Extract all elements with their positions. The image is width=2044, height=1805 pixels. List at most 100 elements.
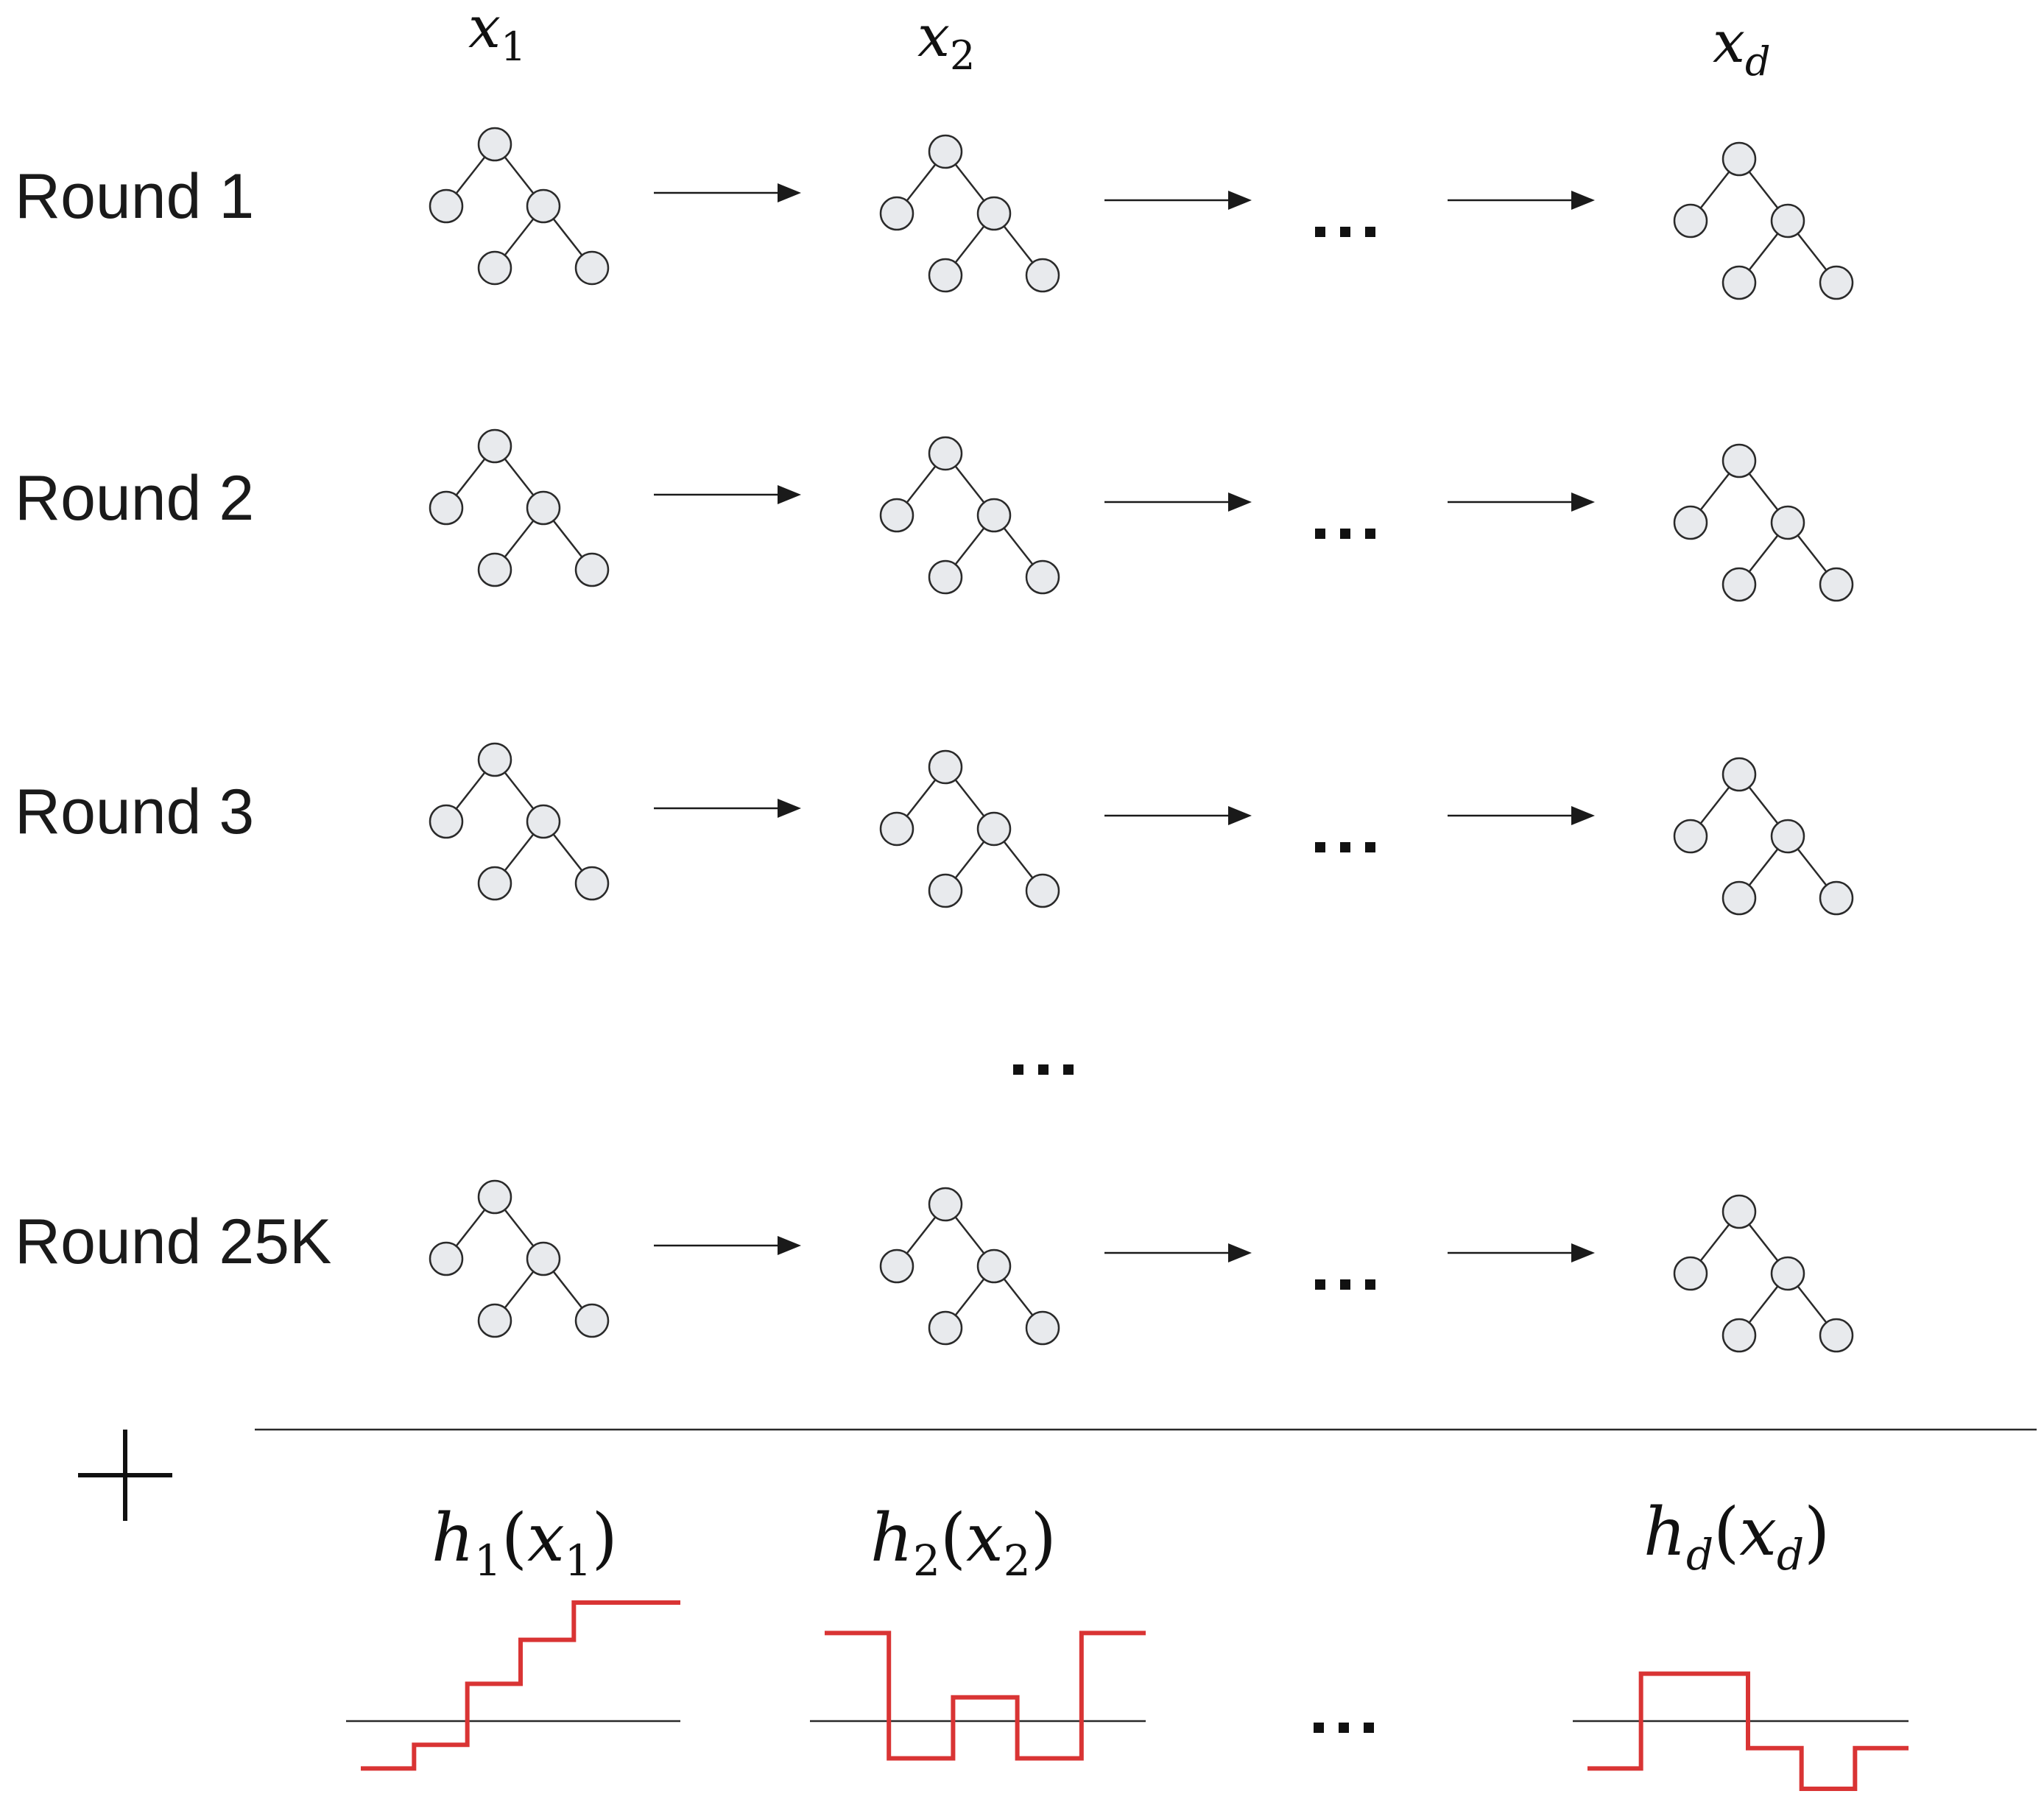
tree-node bbox=[477, 1303, 512, 1338]
arrow bbox=[1448, 492, 1595, 512]
tree-node bbox=[477, 866, 512, 901]
tree-node bbox=[928, 559, 963, 595]
shape-function-plots bbox=[346, 1600, 1909, 1791]
ellipsis bbox=[1315, 842, 1375, 852]
tree-node bbox=[1721, 880, 1757, 916]
tree-node bbox=[1770, 1256, 1805, 1291]
round-label-1: Round 1 bbox=[15, 161, 254, 232]
column-header-x1: x1 bbox=[468, 0, 526, 70]
tree-node bbox=[928, 749, 963, 785]
round-row-3 bbox=[429, 742, 1854, 916]
arrow bbox=[1448, 1243, 1595, 1262]
tree-node bbox=[1770, 819, 1805, 854]
tree-node bbox=[976, 196, 1012, 231]
tree-2-3 bbox=[1673, 443, 1854, 602]
shape-function-label-1: h1(x1) bbox=[431, 1500, 618, 1586]
shape-function-plot-3 bbox=[1573, 1671, 1909, 1791]
tree-node bbox=[928, 436, 963, 471]
tree-node bbox=[1025, 258, 1060, 293]
tree-node bbox=[879, 811, 914, 847]
column-header-x2: x2 bbox=[917, 4, 975, 79]
arrow bbox=[654, 1236, 801, 1255]
round-label-25k: Round 25K bbox=[15, 1207, 331, 1277]
ellipsis bbox=[1315, 529, 1375, 539]
tree-node bbox=[574, 250, 610, 286]
shape-function-step-line bbox=[1587, 1671, 1909, 1791]
tree-node bbox=[574, 1303, 610, 1338]
tree-2-2 bbox=[879, 436, 1060, 595]
tree-node bbox=[429, 188, 464, 224]
tree-node bbox=[1819, 1318, 1854, 1353]
tree-node bbox=[429, 490, 464, 526]
tree-4-1 bbox=[429, 1179, 610, 1338]
tree-node bbox=[1025, 1310, 1060, 1346]
tree-node bbox=[1673, 1256, 1708, 1291]
tree-grid bbox=[429, 127, 1854, 1353]
shape-function-plot-2 bbox=[810, 1631, 1146, 1761]
tree-node bbox=[1721, 1318, 1757, 1353]
tree-node bbox=[928, 258, 963, 293]
tree-node bbox=[976, 811, 1012, 847]
tree-node bbox=[928, 134, 963, 169]
arrow bbox=[1104, 806, 1252, 825]
tree-node bbox=[1025, 873, 1060, 908]
tree-node bbox=[928, 1187, 963, 1222]
round-row-2 bbox=[429, 428, 1854, 602]
arrow bbox=[1448, 191, 1595, 210]
tree-node bbox=[1721, 757, 1757, 792]
plus-sign bbox=[78, 1430, 172, 1521]
tree-node bbox=[477, 127, 512, 162]
tree-node bbox=[1819, 880, 1854, 916]
arrow bbox=[1104, 191, 1252, 210]
arrow bbox=[654, 485, 801, 504]
tree-node bbox=[429, 804, 464, 839]
tree-3-2 bbox=[879, 749, 1060, 908]
tree-node bbox=[1721, 443, 1757, 478]
tree-node bbox=[976, 498, 1012, 533]
tree-node bbox=[1673, 203, 1708, 239]
tree-node bbox=[1721, 141, 1757, 177]
tree-node bbox=[928, 1310, 963, 1346]
tree-node bbox=[429, 1241, 464, 1276]
tree-4-2 bbox=[879, 1187, 1060, 1346]
tree-node bbox=[1721, 1194, 1757, 1229]
column-headers: x1 x2 xd bbox=[468, 0, 1771, 85]
tree-3-3 bbox=[1673, 757, 1854, 916]
tree-node bbox=[976, 1248, 1012, 1284]
ellipsis bbox=[1315, 227, 1375, 237]
arrow bbox=[1448, 806, 1595, 825]
tree-node bbox=[1770, 505, 1805, 540]
shape-functions-ellipsis bbox=[1314, 1723, 1374, 1733]
round-row-4 bbox=[429, 1179, 1854, 1353]
tree-node bbox=[879, 196, 914, 231]
shape-function-step-line bbox=[825, 1631, 1146, 1761]
tree-node bbox=[879, 498, 914, 533]
tree-node bbox=[1770, 203, 1805, 239]
arrow bbox=[1104, 1243, 1252, 1262]
tree-1-3 bbox=[1673, 141, 1854, 300]
tree-node bbox=[477, 1179, 512, 1215]
shape-function-step-line bbox=[361, 1600, 680, 1771]
rounds-ellipsis bbox=[1013, 1064, 1074, 1075]
arrow bbox=[654, 799, 801, 818]
column-header-xd: xd bbox=[1713, 10, 1771, 85]
tree-node bbox=[526, 188, 561, 224]
shape-function-label-d: hd(xd) bbox=[1643, 1494, 1830, 1580]
tree-node bbox=[1819, 265, 1854, 300]
round-label-2: Round 2 bbox=[15, 463, 254, 534]
tree-node bbox=[477, 742, 512, 777]
tree-3-1 bbox=[429, 742, 610, 901]
round-labels: Round 1 Round 2 Round 3 Round 25K bbox=[15, 161, 331, 1277]
tree-node bbox=[526, 1241, 561, 1276]
shape-function-label-2: h2(x2) bbox=[870, 1500, 1057, 1586]
shape-function-plot-1 bbox=[346, 1600, 680, 1771]
tree-node bbox=[477, 428, 512, 464]
tree-node bbox=[1721, 265, 1757, 300]
tree-node bbox=[477, 552, 512, 587]
tree-node bbox=[526, 490, 561, 526]
tree-node bbox=[1819, 567, 1854, 602]
tree-node bbox=[1673, 505, 1708, 540]
tree-node bbox=[928, 873, 963, 908]
tree-node bbox=[526, 804, 561, 839]
